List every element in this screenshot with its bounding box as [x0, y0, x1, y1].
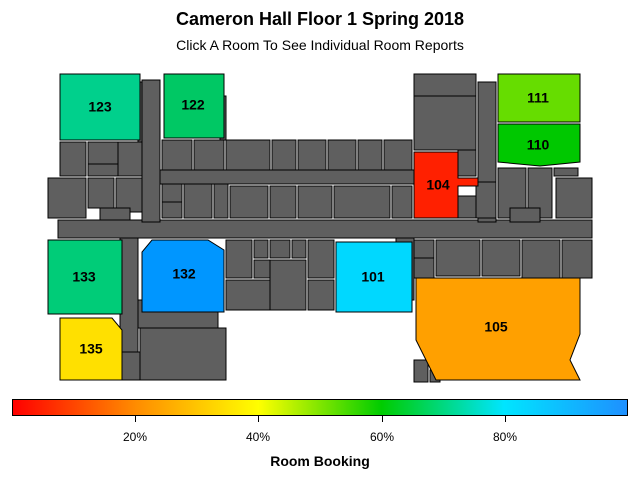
map-title: Cameron Hall Floor 1 Spring 2018 [175, 9, 465, 29]
map-subtitle: Click A Room To See Individual Room Repo… [176, 37, 464, 53]
room-132[interactable] [141, 239, 225, 313]
corridor-main [57, 219, 593, 239]
reportable-rooms[interactable] [47, 73, 581, 381]
legend-title: Room Booking [270, 453, 370, 469]
scale-tick-label: 20% [122, 430, 148, 444]
corridor-central [159, 169, 415, 185]
scale-tick [505, 416, 506, 422]
room-123[interactable] [59, 73, 141, 141]
room-104[interactable] [413, 151, 479, 219]
scale-tick-label: 80% [492, 430, 518, 444]
non-reportable-spaces [47, 73, 593, 383]
room-111[interactable] [497, 73, 581, 123]
scale-tick [382, 416, 383, 422]
room-122[interactable] [163, 73, 225, 139]
room-101[interactable] [335, 241, 413, 313]
scale-tick-label: 60% [369, 430, 395, 444]
room-105[interactable] [415, 277, 581, 381]
room-133[interactable] [47, 239, 123, 315]
scale-tick [258, 416, 259, 422]
room-110[interactable] [497, 123, 581, 167]
room-135[interactable] [59, 317, 123, 381]
color-scale-bar [12, 399, 628, 416]
corridor-west [141, 79, 161, 223]
scale-tick-label: 40% [245, 430, 271, 444]
scale-tick [135, 416, 136, 422]
